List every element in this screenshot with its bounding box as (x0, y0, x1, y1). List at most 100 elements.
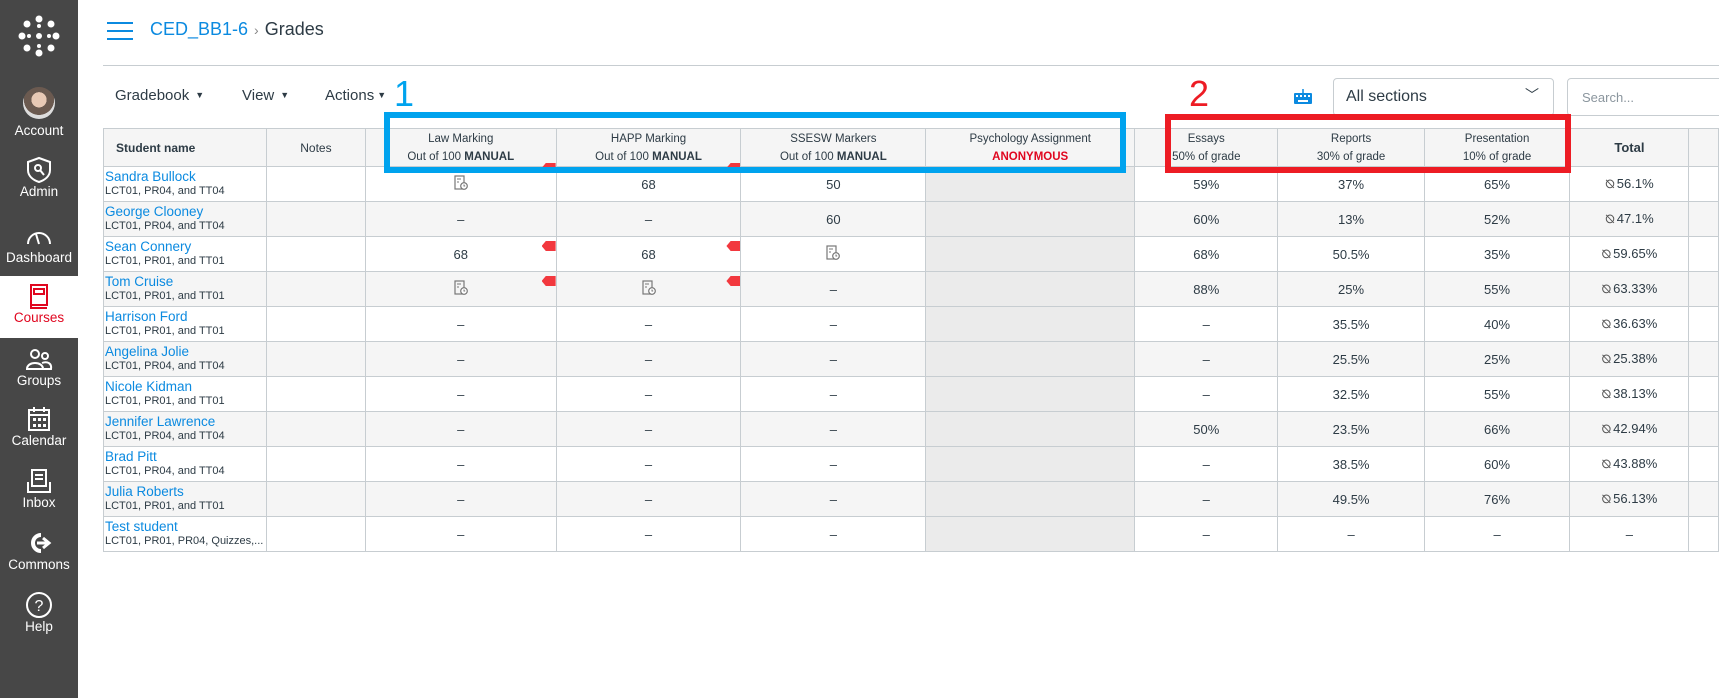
notes-cell[interactable] (265, 201, 366, 237)
student-name-link[interactable]: Jennifer Lawrence (105, 414, 216, 429)
grade-cell-reports[interactable]: 38.5% (1277, 446, 1425, 482)
grade-cell-happ[interactable]: – (555, 481, 742, 517)
grade-cell-law[interactable]: – (364, 446, 557, 482)
grade-cell-law[interactable]: 68 (364, 236, 557, 272)
search-input[interactable]: Search... (1567, 78, 1719, 116)
grade-cell-happ[interactable]: 68 (555, 236, 742, 272)
grade-cell-psychology[interactable] (925, 481, 1136, 517)
student-name-link[interactable]: Brad Pitt (105, 449, 157, 464)
grade-cell-psychology[interactable] (925, 271, 1136, 307)
notes-cell[interactable] (265, 306, 366, 342)
nav-commons[interactable]: Commons (0, 529, 78, 572)
grade-cell-ssesw[interactable]: – (740, 516, 927, 552)
grade-cell-happ[interactable]: – (555, 341, 742, 377)
grade-cell-happ[interactable]: – (555, 411, 742, 447)
grade-cell-psychology[interactable] (925, 376, 1136, 412)
student-name-link[interactable]: Nicole Kidman (105, 379, 193, 394)
grade-cell-pres[interactable]: 55% (1423, 376, 1571, 412)
grade-cell-psychology[interactable] (925, 411, 1136, 447)
grade-cell-reports[interactable]: 35.5% (1277, 306, 1425, 342)
grade-cell-essays[interactable]: – (1134, 306, 1279, 342)
grade-cell-happ[interactable]: – (555, 306, 742, 342)
student-name-link[interactable]: Harrison Ford (105, 309, 188, 324)
header-ssesw-markers[interactable]: SSESW Markers Out of 100 MANUAL (740, 128, 927, 167)
grade-cell-ssesw[interactable]: – (740, 446, 927, 482)
actions-menu[interactable]: Actions ▼ (325, 87, 386, 104)
grade-cell-reports[interactable]: 25.5% (1277, 341, 1425, 377)
grade-cell-psychology[interactable] (925, 306, 1136, 342)
student-name-link[interactable]: Sean Connery (105, 239, 192, 254)
sections-select[interactable]: All sections ﹀ (1333, 78, 1554, 116)
grade-cell-ssesw[interactable]: – (740, 481, 927, 517)
grade-cell-essays[interactable]: – (1134, 516, 1279, 552)
grade-cell-ssesw[interactable]: 60 (740, 201, 927, 237)
grade-cell-pres[interactable]: – (1423, 516, 1571, 552)
nav-help[interactable]: ? Help (0, 591, 78, 634)
grade-cell-pres[interactable]: 66% (1423, 411, 1571, 447)
notes-cell[interactable] (265, 516, 366, 552)
grade-cell-law[interactable]: – (364, 376, 557, 412)
grade-cell-psychology[interactable] (925, 516, 1136, 552)
header-notes[interactable]: Notes (265, 128, 366, 167)
grade-cell-happ[interactable]: – (555, 376, 742, 412)
view-menu[interactable]: View ▼ (242, 87, 289, 104)
student-name-link[interactable]: Test student (105, 519, 178, 534)
grade-cell-happ[interactable] (555, 271, 742, 307)
grade-cell-ssesw[interactable] (740, 236, 927, 272)
hamburger-menu-icon[interactable] (107, 22, 133, 40)
grade-cell-essays[interactable]: – (1134, 446, 1279, 482)
grade-cell-law[interactable]: – (364, 306, 557, 342)
student-name-link[interactable]: Tom Cruise (105, 274, 174, 289)
grade-cell-pres[interactable]: 35% (1423, 236, 1571, 272)
grade-cell-psychology[interactable] (925, 236, 1136, 272)
grade-cell-reports[interactable]: 32.5% (1277, 376, 1425, 412)
student-name-link[interactable]: Julia Roberts (105, 484, 184, 499)
grade-cell-pres[interactable]: 40% (1423, 306, 1571, 342)
grade-cell-happ[interactable]: – (555, 201, 742, 237)
header-essays[interactable]: Essays 50% of grade (1134, 128, 1279, 167)
gradebook-menu[interactable]: Gradebook ▼ (115, 87, 204, 104)
keyboard-icon[interactable] (1293, 89, 1313, 105)
grade-cell-psychology[interactable] (925, 341, 1136, 377)
grade-cell-ssesw[interactable]: – (740, 271, 927, 307)
notes-cell[interactable] (265, 166, 366, 202)
canvas-logo[interactable] (0, 14, 78, 58)
grade-cell-essays[interactable]: 60% (1134, 201, 1279, 237)
nav-groups[interactable]: Groups (0, 345, 78, 388)
grade-cell-reports[interactable]: 13% (1277, 201, 1425, 237)
grade-cell-law[interactable]: – (364, 516, 557, 552)
student-name-link[interactable]: George Clooney (105, 204, 204, 219)
grade-cell-pres[interactable]: 55% (1423, 271, 1571, 307)
notes-cell[interactable] (265, 271, 366, 307)
nav-admin[interactable]: Admin (0, 156, 78, 199)
grade-cell-psychology[interactable] (925, 201, 1136, 237)
student-name-link[interactable]: Sandra Bullock (105, 169, 196, 184)
nav-calendar[interactable]: Calendar (0, 405, 78, 448)
notes-cell[interactable] (265, 376, 366, 412)
grade-cell-law[interactable]: – (364, 411, 557, 447)
header-reports[interactable]: Reports 30% of grade (1277, 128, 1425, 167)
nav-dashboard[interactable]: Dashboard (0, 222, 78, 265)
grade-cell-ssesw[interactable]: – (740, 306, 927, 342)
grade-cell-reports[interactable]: – (1277, 516, 1425, 552)
grade-cell-pres[interactable]: 76% (1423, 481, 1571, 517)
grade-cell-reports[interactable]: 49.5% (1277, 481, 1425, 517)
breadcrumb-course-link[interactable]: CED_BB1-6 (150, 19, 249, 39)
grade-cell-essays[interactable]: – (1134, 376, 1279, 412)
grade-cell-law[interactable]: – (364, 201, 557, 237)
grade-cell-happ[interactable]: – (555, 446, 742, 482)
grade-cell-essays[interactable]: 88% (1134, 271, 1279, 307)
grade-cell-essays[interactable]: 50% (1134, 411, 1279, 447)
grade-cell-essays[interactable]: – (1134, 341, 1279, 377)
grade-cell-law[interactable]: – (364, 341, 557, 377)
notes-cell[interactable] (265, 411, 366, 447)
header-psychology-assignment[interactable]: Psychology Assignment ANONYMOUS (925, 128, 1136, 167)
nav-account[interactable]: Account (0, 87, 78, 138)
header-presentation[interactable]: Presentation 10% of grade (1423, 128, 1571, 167)
grade-cell-reports[interactable]: 25% (1277, 271, 1425, 307)
grade-cell-ssesw[interactable]: – (740, 376, 927, 412)
grade-cell-pres[interactable]: 52% (1423, 201, 1571, 237)
grade-cell-law[interactable] (364, 271, 557, 307)
grade-cell-essays[interactable]: 68% (1134, 236, 1279, 272)
grade-cell-happ[interactable]: – (555, 516, 742, 552)
